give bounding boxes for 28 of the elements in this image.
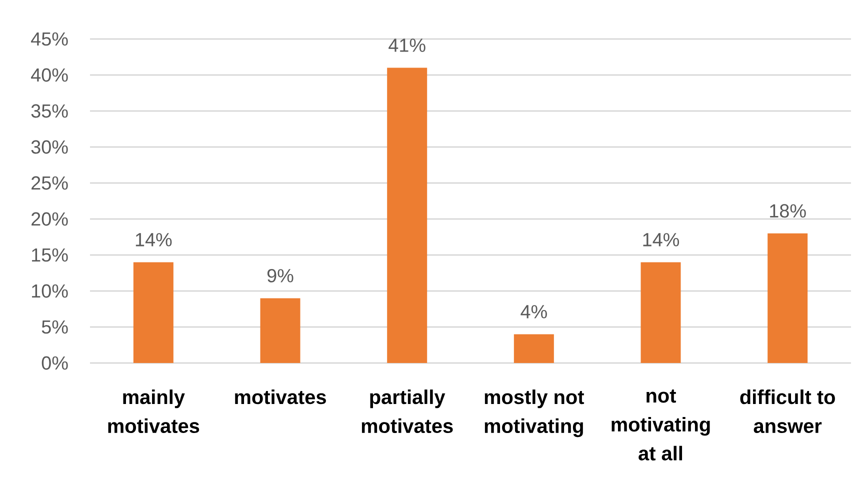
bar [640, 262, 681, 363]
y-tick-label: 40% [31, 68, 68, 82]
y-tick-label: 0% [42, 356, 68, 370]
x-tick-label: difficult to answer [740, 390, 835, 434]
data-label: 14% [643, 233, 680, 246]
bar [387, 68, 428, 363]
bar [514, 334, 554, 363]
data-label: 14% [136, 233, 172, 246]
x-tick-label: motivates [235, 390, 326, 404]
data-label: 9% [267, 268, 294, 282]
y-tick-label: 10% [32, 284, 68, 298]
y-tick-label: 25% [32, 176, 68, 190]
y-tick-label: 5% [42, 320, 68, 334]
x-tick-label: partially motivates [362, 390, 453, 434]
bar [133, 262, 174, 363]
y-tick-label: 30% [31, 140, 68, 154]
y-tick-label: 20% [32, 212, 68, 226]
bar [768, 233, 808, 363]
data-label: 41% [388, 38, 426, 52]
data-label: 18% [770, 204, 806, 218]
y-tick-label: 35% [31, 104, 68, 118]
x-tick-label: not motivating at all [612, 390, 710, 460]
y-tick-label: 15% [32, 248, 68, 262]
y-tick-label: 45% [31, 32, 68, 46]
x-tick-label: mostly not motivating [484, 390, 584, 438]
data-label: 4% [520, 305, 547, 318]
bar [260, 298, 300, 363]
x-tick-label: mainly motivates [108, 390, 200, 434]
